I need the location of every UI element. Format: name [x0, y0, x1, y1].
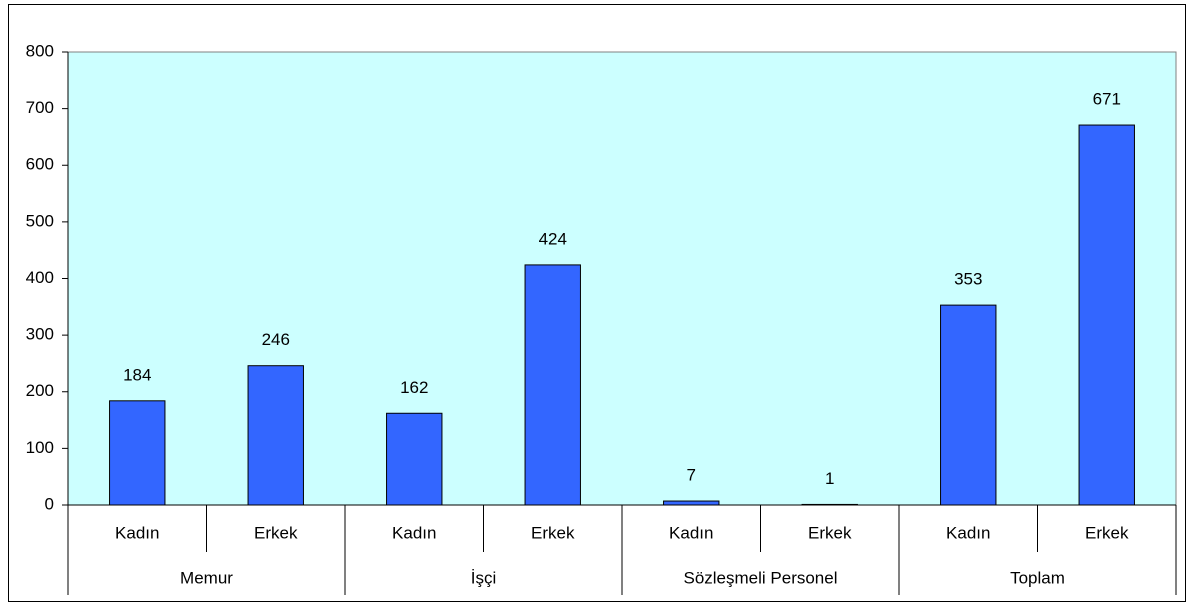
data-label: 184	[123, 365, 151, 384]
data-label: 424	[539, 229, 567, 248]
data-label: 353	[954, 270, 982, 289]
y-tick-label: 0	[45, 494, 54, 513]
x-tick-label: Kadın	[669, 523, 713, 542]
data-label: 1	[825, 469, 834, 488]
group-label: İşçi	[471, 568, 497, 587]
y-tick-label: 800	[26, 41, 54, 60]
y-tick-label: 700	[26, 98, 54, 117]
bar	[524, 264, 581, 506]
group-label: Memur	[180, 568, 233, 587]
bar	[1078, 124, 1135, 506]
y-tick-label: 600	[26, 155, 54, 174]
x-tick-label: Erkek	[254, 523, 298, 542]
x-tick-label: Erkek	[808, 523, 852, 542]
x-tick-label: Erkek	[531, 523, 575, 542]
x-tick-label: Kadın	[115, 523, 159, 542]
y-tick-label: 400	[26, 268, 54, 287]
data-label: 162	[400, 378, 428, 397]
plot-area	[67, 51, 1177, 506]
bar	[386, 412, 443, 506]
x-tick-label: Erkek	[1085, 523, 1129, 542]
bar	[801, 503, 858, 506]
y-tick-label: 200	[26, 381, 54, 400]
data-label: 671	[1093, 90, 1121, 109]
y-tick-label: 100	[26, 438, 54, 457]
x-tick-label: Kadın	[392, 523, 436, 542]
bar	[940, 304, 997, 506]
bar	[663, 500, 720, 506]
group-label: Sözleşmeli Personel	[683, 568, 837, 587]
data-label: 7	[687, 466, 696, 485]
y-tick-label: 500	[26, 211, 54, 230]
bar	[109, 400, 166, 506]
bar	[247, 365, 304, 506]
x-tick-label: Kadın	[946, 523, 990, 542]
group-label: Toplam	[1010, 568, 1065, 587]
y-tick-label: 300	[26, 325, 54, 344]
data-label: 246	[262, 330, 290, 349]
